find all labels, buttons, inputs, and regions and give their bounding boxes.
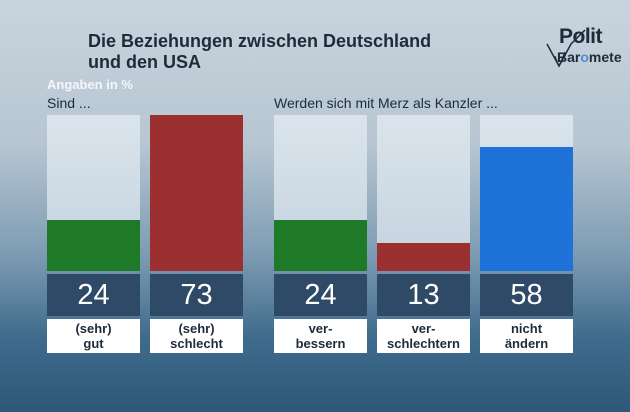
bar-nicht-aendern bbox=[480, 147, 573, 271]
value-label-nicht-aendern: 58 bbox=[480, 274, 573, 316]
bar-column-schlecht: 73 (sehr) schlecht bbox=[150, 115, 243, 353]
politbarometer-logo: Polit Baromete bbox=[545, 22, 630, 74]
logo-check-mark-icon bbox=[546, 29, 586, 68]
value-label-verbessern: 24 bbox=[274, 274, 367, 316]
chart-panel-current-relations: 24 (sehr) gut 73 (sehr) schlecht bbox=[47, 115, 243, 353]
bar-track bbox=[47, 115, 140, 271]
bar-track bbox=[150, 115, 243, 271]
bar-verbessern bbox=[274, 220, 367, 271]
category-label-schlecht: (sehr) schlecht bbox=[150, 319, 243, 353]
bar-verschlechtern bbox=[377, 243, 470, 271]
bar-track bbox=[480, 115, 573, 271]
unit-subtitle: Angaben in % bbox=[47, 77, 133, 92]
category-label-nicht-aendern: nicht ändern bbox=[480, 319, 573, 353]
bar-column-gut: 24 (sehr) gut bbox=[47, 115, 140, 353]
bar-column-verschlechtern: 13 ver- schlechtern bbox=[377, 115, 470, 353]
bar-gut bbox=[47, 220, 140, 271]
group-label-merz: Werden sich mit Merz als Kanzler ... bbox=[274, 95, 498, 111]
category-label-verbessern: ver- bessern bbox=[274, 319, 367, 353]
bar-schlecht bbox=[150, 115, 243, 271]
category-label-verschlechtern: ver- schlechtern bbox=[377, 319, 470, 353]
bar-track bbox=[274, 115, 367, 271]
value-label-verschlechtern: 13 bbox=[377, 274, 470, 316]
chart-panel-merz-expectations: 24 ver- bessern 13 ver- schlechtern 58 n… bbox=[274, 115, 573, 353]
category-label-gut: (sehr) gut bbox=[47, 319, 140, 353]
bar-track bbox=[377, 115, 470, 271]
bar-column-nicht-aendern: 58 nicht ändern bbox=[480, 115, 573, 353]
logo-text-top: Polit bbox=[559, 25, 603, 48]
title-line-1: Die Beziehungen zwischen Deutschland bbox=[88, 31, 432, 51]
value-label-schlecht: 73 bbox=[150, 274, 243, 316]
chart-title: Die Beziehungen zwischen Deutschland und… bbox=[88, 31, 431, 73]
logo-text-bottom: Baromete bbox=[557, 49, 622, 65]
title-line-2: und den USA bbox=[88, 52, 201, 72]
bar-column-verbessern: 24 ver- bessern bbox=[274, 115, 367, 353]
group-label-current: Sind ... bbox=[47, 95, 91, 111]
value-label-gut: 24 bbox=[47, 274, 140, 316]
